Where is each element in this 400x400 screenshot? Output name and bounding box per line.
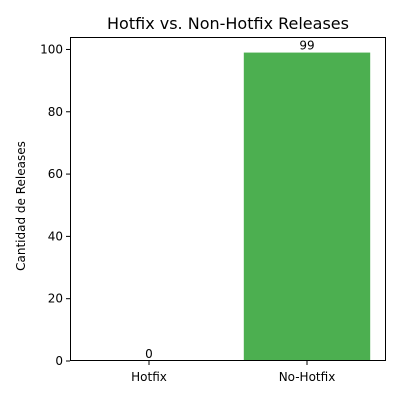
bar-no-hotfix [243, 52, 371, 361]
y-tick-label: 80 [48, 105, 63, 119]
y-tick-label: 0 [55, 354, 63, 368]
y-axis-label: Cantidad de Releases [14, 141, 28, 271]
chart-title: Hotfix vs. Non-Hotfix Releases [107, 14, 349, 33]
x-tick-label-hotfix: Hotfix [131, 370, 167, 384]
y-tick-label: 20 [48, 292, 63, 306]
data-label-no-hotfix: 99 [299, 39, 314, 53]
plot-area-frame [70, 37, 386, 361]
y-axis-ticks: 0 20 40 60 80 100 [40, 42, 70, 368]
y-tick-label: 100 [40, 42, 63, 56]
y-tick-label: 60 [48, 167, 63, 181]
x-axis-ticks: Hotfix No-Hotfix [131, 361, 335, 384]
data-label-hotfix: 0 [145, 347, 153, 361]
y-tick-label: 40 [48, 229, 63, 243]
data-labels-group: 0 99 [145, 39, 314, 361]
x-tick-label-no-hotfix: No-Hotfix [279, 370, 336, 384]
bars-group [243, 52, 371, 361]
